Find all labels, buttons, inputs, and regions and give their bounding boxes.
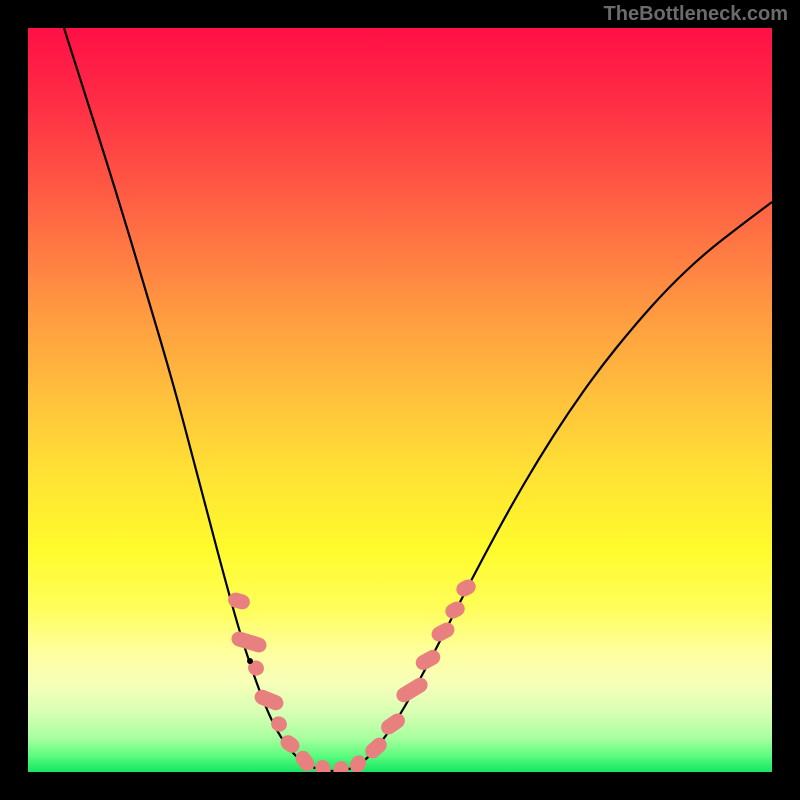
- data-markers: [28, 28, 772, 772]
- data-marker: [268, 714, 289, 735]
- data-marker: [347, 752, 369, 772]
- data-marker: [378, 710, 408, 737]
- data-marker: [394, 675, 431, 705]
- data-marker: [413, 647, 443, 673]
- data-marker: [252, 687, 285, 712]
- plot-area: [28, 28, 772, 772]
- data-marker: [454, 577, 479, 599]
- watermark-text: TheBottleneck.com: [604, 3, 788, 26]
- data-marker: [226, 591, 251, 611]
- data-marker: [443, 599, 468, 621]
- data-marker: [230, 630, 269, 655]
- data-marker: [332, 760, 349, 772]
- data-marker: [314, 759, 332, 772]
- data-marker: [429, 620, 457, 645]
- reference-dot: [247, 658, 253, 664]
- data-marker: [362, 734, 390, 761]
